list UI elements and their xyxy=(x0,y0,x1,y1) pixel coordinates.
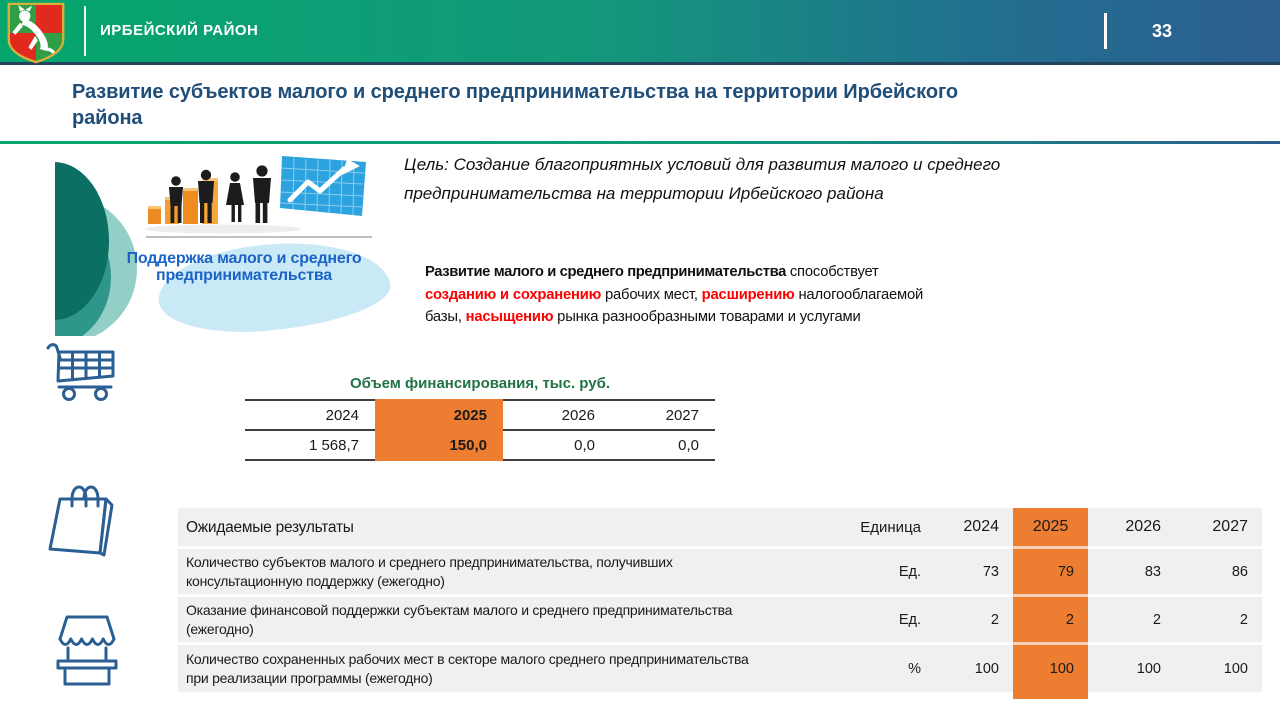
result-value: 73 xyxy=(935,549,1013,594)
promo-caption-line2: предпринимательства xyxy=(156,267,332,284)
row-separator xyxy=(178,546,1262,549)
results-header-year: 2024 xyxy=(935,508,1013,546)
result-description: Количество сохраненных рабочих мест в се… xyxy=(178,645,835,692)
result-value: 86 xyxy=(1175,549,1262,594)
description-line2: созданию и сохранению рабочих мест, расш… xyxy=(425,286,924,303)
results-header-year: 2027 xyxy=(1175,508,1262,546)
financing-year-highlighted: 2025 xyxy=(453,406,487,424)
decorative-teal-shapes xyxy=(55,146,175,336)
page-title-line1: Развитие субъектов малого и среднего пре… xyxy=(72,81,959,103)
result-value: 100 xyxy=(935,645,1013,692)
results-header-name: Ожидаемые результаты xyxy=(178,508,835,546)
financing-value: 0,0 xyxy=(678,436,699,454)
financing-table: 2024 2025 2026 2027 1 568,7 150,0 0,0 0,… xyxy=(245,399,715,461)
page-number: 33 xyxy=(1151,21,1173,41)
page-number-separator xyxy=(1104,13,1107,49)
header-separator xyxy=(84,6,86,56)
result-description: Оказание финансовой поддержки субъектам … xyxy=(178,597,835,642)
result-value: 100 xyxy=(1088,645,1175,692)
results-header-year-highlighted: 2025 xyxy=(1032,518,1069,535)
result-unit: Ед. xyxy=(835,549,935,594)
market-stall-icon xyxy=(56,615,118,686)
financing-value: 1 568,7 xyxy=(308,436,359,454)
row-separator xyxy=(178,594,1262,597)
businesspeople-silhouettes xyxy=(169,165,271,223)
result-value: 100 xyxy=(1175,645,1262,692)
results-header-year: 2026 xyxy=(1088,508,1175,546)
result-value-highlighted: 79 xyxy=(1057,563,1074,580)
result-unit: % xyxy=(835,645,935,692)
description-line3: базы, насыщению рынка разнообразными тов… xyxy=(425,309,861,325)
result-value: 2 xyxy=(1175,597,1262,642)
illustration-divider xyxy=(146,236,372,238)
chart-board xyxy=(279,156,366,216)
result-value: 2 xyxy=(935,597,1013,642)
result-value: 83 xyxy=(1088,549,1175,594)
business-growth-illustration xyxy=(145,156,366,234)
description-line1: Развитие малого и среднего предпринимате… xyxy=(425,264,879,280)
goal-line2: предпринимательства на территории Ирбейс… xyxy=(404,184,884,203)
goal-text: Цель: Создание благоприятных условий для… xyxy=(404,150,1184,208)
shopping-bag-icon xyxy=(48,485,114,557)
financing-year: 2026 xyxy=(561,406,595,424)
financing-value-highlighted: 150,0 xyxy=(449,436,487,454)
results-row-3: Количество сохраненных рабочих мест в се… xyxy=(178,645,1262,692)
district-emblem-icon xyxy=(7,2,65,64)
results-highlight-2025 xyxy=(1013,508,1088,699)
header-bar: ИРБЕЙСКИЙ РАЙОН 33 xyxy=(0,0,1280,65)
financing-table-title: Объем финансирования, тыс. руб. xyxy=(349,375,611,392)
result-description: Количество субъектов малого и среднего п… xyxy=(178,549,835,594)
promo-caption-line1: Поддержка малого и среднего xyxy=(126,250,362,267)
result-value-highlighted: 2 xyxy=(1065,611,1074,628)
result-unit: Ед. xyxy=(835,597,935,642)
page-title: Развитие субъектов малого и среднего пре… xyxy=(72,79,1212,131)
result-value-highlighted: 100 xyxy=(1049,660,1074,677)
financing-highlight-2025 xyxy=(375,399,503,461)
description-text: Развитие малого и среднего предпринимате… xyxy=(425,261,1185,329)
results-table: Ожидаемые результаты Единица 2024 2025 2… xyxy=(178,508,1262,699)
results-row-2: Оказание финансовой поддержки субъектам … xyxy=(178,597,1262,642)
promo-caption: Поддержка малого и среднего предпринимат… xyxy=(96,250,392,284)
financing-year: 2024 xyxy=(325,406,359,424)
results-header-unit: Единица xyxy=(835,508,935,546)
goal-line1: Цель: Создание благоприятных условий для… xyxy=(404,155,1001,174)
district-name: ИРБЕЙСКИЙ РАЙОН xyxy=(100,22,259,39)
financing-value: 0,0 xyxy=(574,436,595,454)
result-value: 2 xyxy=(1088,597,1175,642)
row-separator xyxy=(178,642,1262,645)
page-title-line2: района xyxy=(72,107,143,129)
results-header-row: Ожидаемые результаты Единица 2024 2025 2… xyxy=(178,508,1262,546)
results-row-1: Количество субъектов малого и среднего п… xyxy=(178,549,1262,594)
shopping-cart-icon xyxy=(46,343,115,401)
title-divider xyxy=(0,141,1280,144)
financing-year: 2027 xyxy=(665,406,699,424)
